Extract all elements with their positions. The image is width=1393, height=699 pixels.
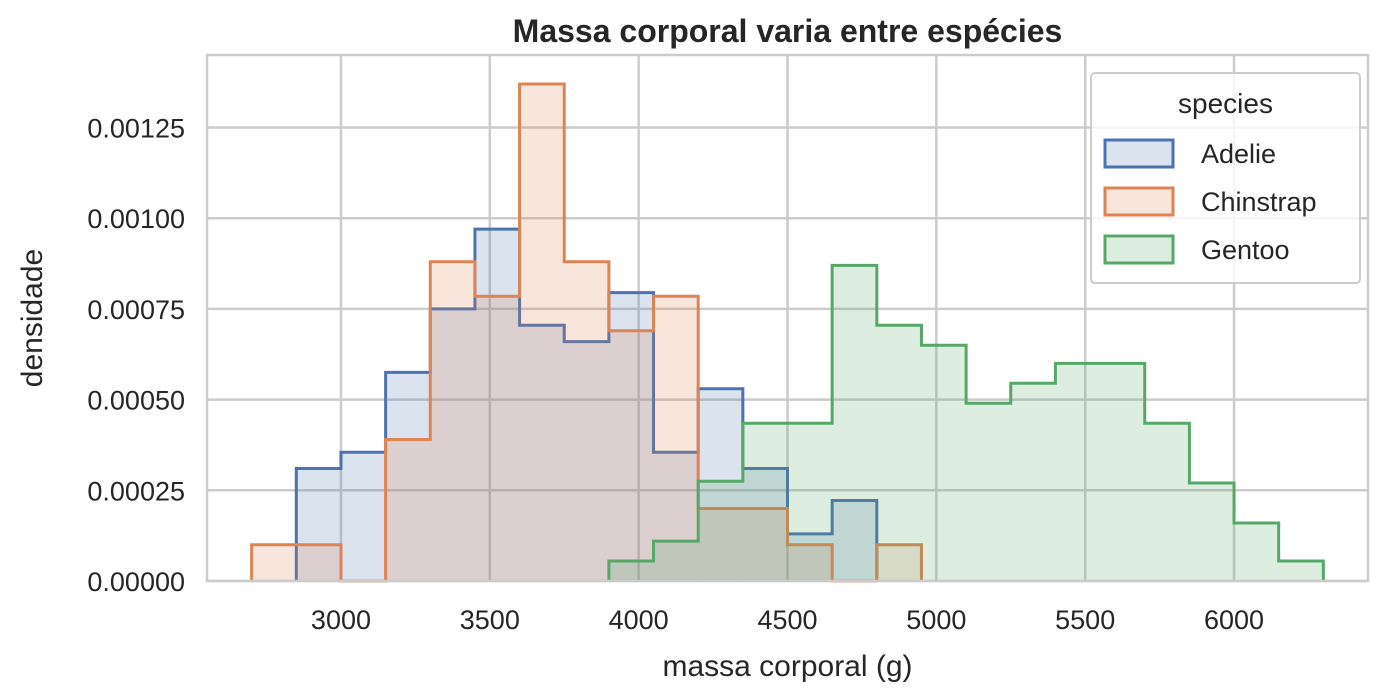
- histogram-bar: [921, 345, 967, 581]
- histogram-bar: [832, 265, 877, 581]
- histogram-bar: [1100, 363, 1145, 581]
- histogram-bar: [608, 292, 654, 581]
- histogram-bar: [876, 325, 922, 581]
- histogram-bar: [564, 261, 609, 581]
- series-adelie: [294, 227, 879, 581]
- x-tick-label: 4000: [609, 605, 669, 635]
- histogram-bar: [608, 330, 654, 581]
- histogram-bar: [1234, 522, 1279, 581]
- histogram-bar: [430, 261, 475, 581]
- legend-box: [1090, 72, 1361, 284]
- histogram-bar: [1189, 483, 1235, 581]
- histogram-outline: [607, 263, 1325, 581]
- legend-item-adelie: Adelie: [1103, 138, 1276, 169]
- histogram-bar: [340, 452, 386, 581]
- y-tick-labels: 0.00000 0.00025 0.00050 0.00075 0.00100 0.001…: [87, 114, 185, 597]
- x-tick-label: 4500: [757, 605, 817, 635]
- histogram-bar: [474, 296, 520, 581]
- histogram-bar: [876, 544, 922, 581]
- histogram-bar: [296, 468, 341, 581]
- x-tick-label: 3500: [460, 605, 520, 635]
- histogram-outline: [294, 227, 879, 581]
- x-tick-label: 6000: [1204, 605, 1264, 635]
- legend: species Adelie Chinstrap Gentoo: [1090, 72, 1361, 284]
- legend-label: Chinstrap: [1201, 187, 1317, 217]
- histogram-bar: [385, 372, 431, 581]
- legend-items: Adelie Chinstrap Gentoo: [1103, 138, 1317, 265]
- legend-title: species: [1178, 88, 1273, 119]
- histogram-bar: [698, 508, 743, 581]
- histogram-bar: [832, 500, 877, 581]
- histogram-bar: [1144, 423, 1190, 581]
- histogram-bar: [608, 561, 654, 581]
- histogram-bar: [296, 544, 341, 581]
- histogram-bar: [1278, 561, 1324, 581]
- histogram-bar: [653, 541, 699, 581]
- x-tick-label: 5500: [1055, 605, 1115, 635]
- chart-title: Massa corporal varia entre espécies: [513, 13, 1063, 49]
- histogram-bar: [474, 229, 520, 581]
- histogram-bar: [564, 341, 609, 581]
- x-axis-label: massa corporal (g): [662, 650, 912, 683]
- y-tick-label: 0.00125: [87, 114, 185, 144]
- legend-item-chinstrap: Chinstrap: [1103, 186, 1317, 217]
- histogram-bar: [519, 325, 565, 581]
- x-tick-label: 3000: [311, 605, 371, 635]
- histogram-bar: [787, 544, 833, 581]
- histogram-bar: [430, 308, 475, 581]
- histogram-bar: [519, 84, 565, 581]
- histogram-bar: [966, 403, 1011, 581]
- histogram-bar: [787, 533, 833, 581]
- legend-label: Adelie: [1201, 139, 1276, 169]
- legend-item-gentoo: Gentoo: [1103, 234, 1290, 265]
- histogram-bar: [787, 423, 833, 581]
- histogram-bar: [1055, 363, 1101, 581]
- histogram-bar: [742, 508, 788, 581]
- histogram-bar: [698, 481, 743, 581]
- y-axis-label: densidade: [16, 249, 49, 387]
- y-tick-label: 0.00100: [87, 204, 185, 234]
- plot-frame: [205, 53, 1370, 583]
- histogram-bar: [653, 452, 699, 581]
- y-tick-label: 0.00050: [87, 386, 185, 416]
- histogram-bar: [251, 544, 297, 581]
- legend-swatch: [1103, 186, 1175, 217]
- series-chinstrap: [250, 82, 923, 583]
- histogram-bar: [653, 296, 699, 581]
- legend-swatch: [1103, 234, 1175, 265]
- x-tick-labels: 3000 3500 4000 4500 5000 5500 6000: [311, 605, 1264, 635]
- y-tick-label: 0.00000: [87, 567, 185, 597]
- x-tick-label: 5000: [906, 605, 966, 635]
- legend-swatch: [1103, 138, 1175, 169]
- histogram-bars: [250, 82, 1325, 583]
- histogram-bar: [698, 388, 743, 581]
- histogram-bar: [742, 423, 788, 581]
- histogram-bar: [1010, 383, 1056, 581]
- y-tick-label: 0.00025: [87, 476, 185, 506]
- histogram-bar: [385, 439, 431, 581]
- series-gentoo: [607, 263, 1325, 581]
- y-tick-label: 0.00075: [87, 295, 185, 325]
- legend-label: Gentoo: [1201, 235, 1290, 265]
- histogram-bar: [742, 468, 788, 581]
